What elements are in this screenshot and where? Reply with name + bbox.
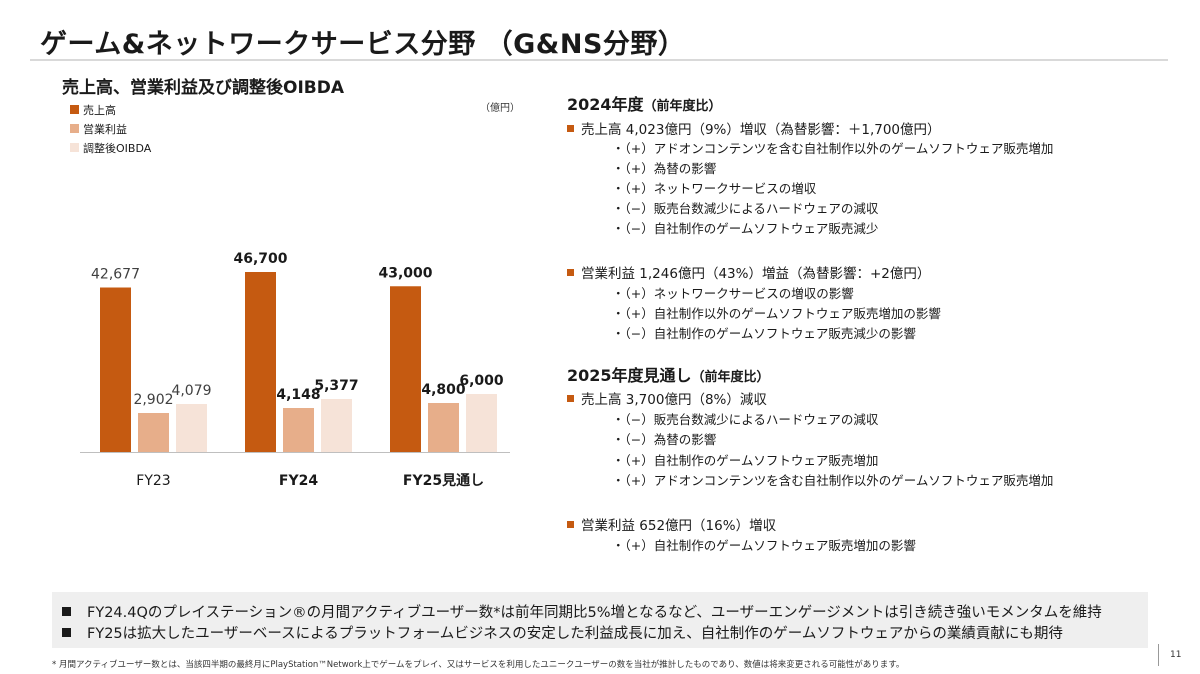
fy2024-heading-title: 2024年度: [567, 95, 644, 114]
data-label: 4,800: [421, 382, 466, 398]
fy2024-op-summary: 営業利益 1,246億円（43%）増益（為替影響：+2億円）: [567, 262, 930, 282]
legend-swatch-oibda: [70, 143, 79, 152]
chart-legend: 売上高 営業利益 調整後OIBDA: [70, 100, 151, 157]
legend-swatch-operating-income: [70, 124, 79, 133]
legend-label-operating-income: 営業利益: [83, 122, 127, 136]
data-label: 5,377: [314, 378, 358, 394]
bullet-square-icon: [567, 124, 574, 132]
bar-operating-income: [283, 408, 314, 452]
chart-unit-label: （億円）: [480, 103, 520, 114]
legend-label-sales: 売上高: [83, 103, 116, 117]
fy2024-op-detail: ・（+）ネットワークサービスの増収の影響: [612, 286, 854, 301]
fy2024-sales-detail: ・（+）為替の影響: [612, 161, 717, 176]
fy2025-sales-detail: ・（+）アドオンコンテンツを含む自社制作以外のゲームソフトウェア販売増加: [612, 473, 1054, 488]
fy2024-heading-note: （前年度比）: [643, 99, 722, 114]
x-tick-label: FY24: [279, 473, 318, 489]
legend-item-sales: 売上高: [70, 100, 151, 119]
fy2024-op-text: 営業利益 1,246億円（43%）増益（為替影響：+2億円）: [581, 266, 931, 282]
fy2025-op-text: 営業利益 652億円（16%）増収: [581, 518, 777, 534]
data-label: 46,700: [233, 251, 287, 267]
bar-oibda: [321, 399, 352, 452]
fy2024-op-detail: ・（+）自社制作以外のゲームソフトウェア販売増加の影響: [612, 306, 941, 321]
legend-swatch-sales: [70, 105, 79, 114]
bullet-square-icon: [62, 607, 71, 616]
bar-oibda: [176, 404, 207, 452]
footnote: * 月間アクティブユーザー数とは、当該四半期の最終月にPlayStation™N…: [52, 660, 905, 670]
fy2025-op-detail: ・（+）自社制作のゲームソフトウェア販売増加の影響: [612, 538, 916, 553]
title-divider: [30, 59, 1168, 61]
fy2024-sales-detail: ・（−）販売台数減少によるハードウェアの減収: [612, 201, 879, 216]
fy2025-heading: 2025年度見通し（前年度比）: [567, 362, 770, 386]
data-label: 43,000: [378, 265, 432, 281]
fy2025-sales-text: 売上高 3,700億円（8%）減収: [581, 392, 767, 408]
data-label: 42,677: [91, 267, 140, 283]
bar-sales: [390, 286, 421, 452]
bullet-square-icon: [567, 268, 574, 276]
key-point-text: FY24.4Qのプレイステーション®の月間アクティブユーザー数*は前年同期比5%…: [87, 605, 1102, 621]
fy2025-heading-title: 2025年度見通し: [567, 366, 692, 385]
x-tick-label: FY25見通し: [403, 473, 484, 489]
fy2024-op-detail: ・（−）自社制作のゲームソフトウェア販売減少の影響: [612, 326, 916, 341]
data-label: 4,079: [171, 383, 211, 399]
bullet-square-icon: [567, 520, 574, 528]
data-label: 2,902: [133, 392, 173, 408]
fy2024-sales-detail: ・（+）ネットワークサービスの増収: [612, 181, 817, 196]
key-points-box: FY24.4Qのプレイステーション®の月間アクティブユーザー数*は前年同期比5%…: [52, 592, 1148, 648]
bar-operating-income: [428, 403, 459, 452]
legend-item-operating-income: 営業利益: [70, 119, 151, 138]
fy2024-sales-detail: ・（−）自社制作のゲームソフトウェア販売減少: [612, 221, 879, 236]
bar-operating-income: [138, 413, 169, 452]
fy2025-sales-detail: ・（+）自社制作のゲームソフトウェア販売増加: [612, 453, 879, 468]
page-number: 11: [1170, 650, 1182, 660]
legend-item-oibda: 調整後OIBDA: [70, 138, 151, 157]
fy2025-heading-note: （前年度比）: [691, 370, 770, 385]
data-label: 6,000: [459, 373, 504, 389]
bullet-square-icon: [567, 394, 574, 402]
legend-label-oibda: 調整後OIBDA: [83, 141, 152, 155]
fy2024-sales-summary: 売上高 4,023億円（9%）増収（為替影響：＋1,700億円）: [567, 118, 941, 138]
page-number-divider: [1158, 644, 1159, 666]
data-label: 4,148: [276, 387, 320, 403]
fy2024-heading: 2024年度（前年度比）: [567, 91, 722, 115]
chart-title: 売上高、営業利益及び調整後OIBDA: [62, 78, 345, 98]
fy2025-sales-detail: ・（−）為替の影響: [612, 432, 717, 447]
fy2025-sales-detail: ・（−）販売台数減少によるハードウェアの減収: [612, 412, 879, 427]
bar-sales: [100, 287, 131, 452]
key-point-text: FY25は拡大したユーザーベースによるプラットフォームビジネスの安定した利益成長…: [87, 626, 1063, 642]
key-point: FY25は拡大したユーザーベースによるプラットフォームビジネスの安定した利益成長…: [62, 622, 1063, 643]
page-title: ゲーム&ネットワークサービス分野 （G&NS分野）: [40, 29, 686, 60]
bullet-square-icon: [62, 628, 71, 637]
fy2025-sales-summary: 売上高 3,700億円（8%）減収: [567, 388, 767, 408]
fy2024-sales-detail: ・（+）アドオンコンテンツを含む自社制作以外のゲームソフトウェア販売増加: [612, 141, 1054, 156]
fy2025-op-summary: 営業利益 652億円（16%）増収: [567, 514, 776, 534]
fy2024-sales-text: 売上高 4,023億円（9%）増収（為替影響：＋1,700億円）: [581, 122, 941, 138]
key-point: FY24.4Qのプレイステーション®の月間アクティブユーザー数*は前年同期比5%…: [62, 601, 1102, 622]
x-tick-label: FY23: [136, 473, 170, 489]
bar-sales: [245, 272, 276, 452]
bar-oibda: [466, 394, 497, 452]
